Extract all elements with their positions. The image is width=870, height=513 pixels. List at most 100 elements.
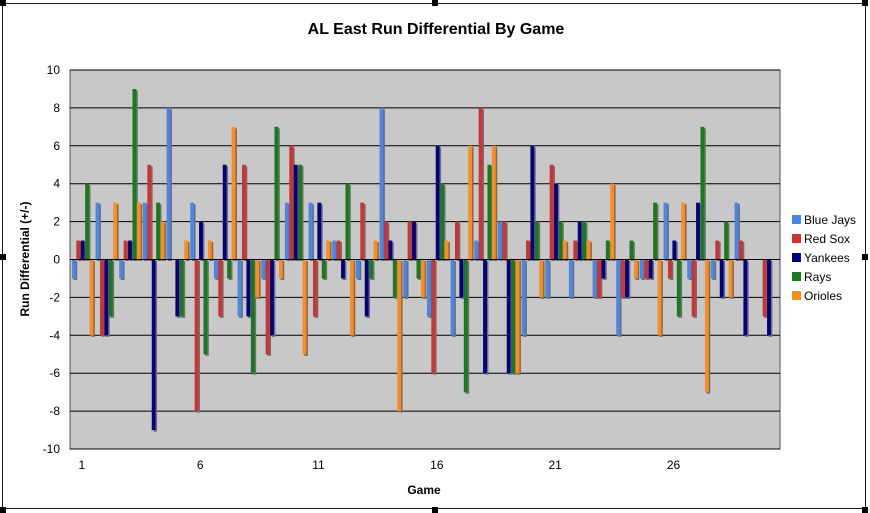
bar [487,164,492,260]
chart-title: AL East Run Differential By Game [308,21,565,38]
bar [616,259,621,336]
bar [545,259,550,298]
bar [184,240,189,260]
bar [160,221,165,260]
bar [450,259,455,336]
y-tick-label: -6 [49,366,60,380]
bar [194,259,199,412]
bar [625,259,629,298]
bar [657,259,662,336]
bar [681,202,686,260]
bar [738,240,743,260]
bar [76,240,81,260]
y-tick-label: -4 [49,328,60,342]
bar [724,221,728,260]
bar [89,259,94,336]
bar [218,259,223,317]
bar [478,107,483,260]
bar [534,221,539,260]
bar [483,259,487,374]
bar [284,202,289,260]
bar [261,259,266,279]
y-tick-label: -10 [43,442,61,456]
bar [691,259,696,317]
bar [175,259,180,317]
bar [298,164,302,260]
bar [568,259,573,298]
bar [369,259,373,279]
bar [147,164,152,260]
bar [734,202,739,260]
bar [704,259,709,393]
bar [151,259,156,431]
resize-handle-top-center[interactable] [432,0,438,6]
bar [629,240,634,260]
x-tick-label: 26 [667,458,681,472]
resize-handle-middle-left[interactable] [0,254,6,260]
bar [605,240,610,260]
bar [108,259,113,317]
legend-label: Blue Jays [804,213,856,227]
bar [255,259,260,298]
bar [355,259,360,279]
bar [388,240,393,260]
bar [274,126,279,260]
bar [667,259,672,279]
legend-swatch [792,234,801,243]
bar [403,259,408,298]
y-axis-title: Run Differential (+/-) [18,201,32,316]
bar [246,259,251,317]
bar [345,183,350,260]
bar [426,259,431,317]
x-tick-label: 21 [548,458,562,472]
bar [676,259,681,317]
bar [360,202,365,260]
bar [710,259,715,279]
resize-handle-bottom-left[interactable] [0,507,6,513]
bar [199,221,203,260]
bar [113,202,118,260]
legend-swatch [792,215,801,224]
bar [431,259,436,374]
bar [700,126,705,260]
bar [468,145,473,260]
legend-swatch [792,253,801,262]
bar [719,259,724,298]
legend-label: Orioles [804,289,842,303]
x-tick-label: 6 [197,458,204,472]
legend-swatch [792,291,801,300]
bar [558,221,563,260]
bar [525,240,530,260]
bar [728,259,733,298]
y-tick-label: 2 [53,215,60,229]
y-tick-label: 0 [53,253,60,267]
bar [123,240,128,260]
legend-label: Yankees [804,251,850,265]
resize-handle-top-right[interactable] [862,0,868,6]
resize-handle-middle-right[interactable] [862,254,868,260]
y-tick-label: 10 [47,63,61,77]
resize-handle-bottom-center[interactable] [432,507,438,513]
bar [596,259,601,298]
legend-label: Rays [804,270,831,284]
bar [620,259,625,298]
bar [119,259,124,279]
bar [136,202,141,260]
bar [142,202,147,260]
bar [648,259,653,279]
bar [539,259,544,298]
bar [412,221,416,260]
bar [85,183,89,260]
bar [762,259,767,317]
legend-label: Red Sox [804,232,850,246]
resize-handle-top-left[interactable] [0,0,6,6]
resize-handle-bottom-right[interactable] [862,507,868,513]
y-tick-label: 6 [53,139,60,153]
bar [156,202,160,260]
bar [270,259,274,336]
bar [497,221,502,260]
bar [521,259,526,336]
bar [227,259,231,279]
bar [80,240,85,260]
bar [435,145,440,260]
